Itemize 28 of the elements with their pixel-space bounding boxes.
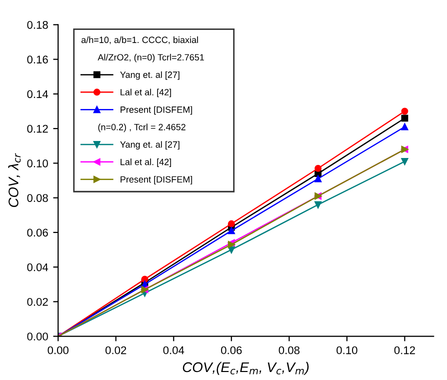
y-tick-label: 0.10 [27, 159, 48, 168]
legend-title: a/h=10, a/b=1. CCCC, biaxial [81, 36, 198, 44]
y-tick-label: 0.06 [27, 228, 48, 237]
y-tick-label: 0.02 [27, 298, 48, 306]
legend-label: Lal et al. [42] [120, 158, 171, 167]
x-tick-label: 0.02 [106, 346, 126, 354]
legend-label: Yang et. al [27] [120, 141, 180, 150]
text: COV,(E$_{c}$,E$_{m}$, V$_{c}$,V$_{m}$) [182, 362, 309, 375]
legend-label: Present [DISFEM] [120, 106, 192, 115]
x-tick-label: 0.12 [394, 346, 415, 354]
y-tick-label: 0.16 [27, 56, 48, 64]
x-tick-label: 0.04 [163, 346, 184, 354]
x-tick-label: 0.00 [48, 346, 68, 354]
y-tick-label: 0.04 [27, 263, 48, 272]
y-tick-label: 0.12 [27, 124, 48, 133]
x-tick-label: 0.08 [278, 346, 300, 354]
y-axis-title: COV, λ$_{cr}$ [8, 153, 21, 208]
y-tick-label: 0.18 [27, 20, 48, 29]
legend-label: Present [DISFEM] [120, 176, 192, 184]
annotation: (n=0.2) , Tcrl = 2.4652 [98, 124, 186, 132]
x-tick-label: 0.10 [336, 346, 358, 354]
x-tick-label: 0.06 [221, 346, 242, 354]
y-tick-label: 0.14 [27, 90, 48, 98]
y-tick-label: 0.08 [27, 194, 48, 202]
annotation: Al/ZrO2, (n=0) Tcrl=2.7651 [98, 54, 204, 62]
legend-label: Yang et. al [27] [120, 71, 180, 80]
legend-label: Lal et al. [42] [120, 88, 171, 98]
y-tick-label: 0.00 [27, 332, 48, 340]
